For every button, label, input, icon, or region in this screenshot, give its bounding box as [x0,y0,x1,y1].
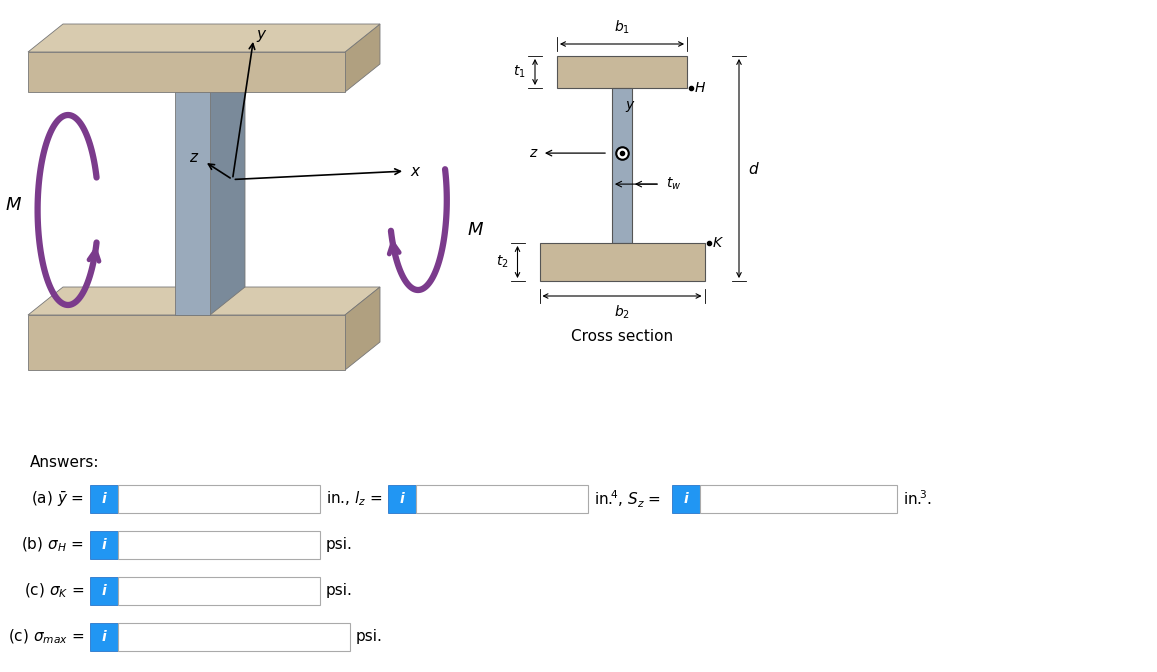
Polygon shape [28,287,379,315]
Text: Answers:: Answers: [30,455,100,470]
Polygon shape [345,287,379,370]
Polygon shape [175,92,211,315]
Text: Cross section: Cross section [570,329,673,344]
Bar [672,485,700,513]
Text: $t_2$: $t_2$ [496,254,508,270]
Polygon shape [28,315,345,370]
Bar [90,577,118,605]
Bar [388,485,417,513]
Text: $t_w$: $t_w$ [666,176,681,192]
Text: z: z [190,150,198,165]
Bar [118,623,351,651]
Text: x: x [410,163,419,179]
Text: (c) $\sigma_{max}$ =: (c) $\sigma_{max}$ = [8,628,84,646]
Text: psi.: psi. [326,583,353,599]
Text: (a) $\bar{y}$ =: (a) $\bar{y}$ = [31,489,84,509]
Text: in., $l_z$ =: in., $l_z$ = [326,490,383,508]
Text: psi.: psi. [356,630,383,644]
Text: M: M [467,221,484,239]
Bar [612,88,632,243]
Text: in.$\!^3$.: in.$\!^3$. [902,490,931,508]
Text: z: z [529,146,536,160]
Polygon shape [345,24,379,92]
Text: i: i [102,492,106,506]
Polygon shape [175,64,245,92]
Text: in.$\!^4$, $S_z$ =: in.$\!^4$, $S_z$ = [594,489,661,509]
Text: M: M [6,196,21,214]
Text: i: i [102,584,106,598]
Bar [417,485,588,513]
Text: y: y [625,98,633,112]
Text: $b_2$: $b_2$ [614,304,631,321]
Bar [90,623,118,651]
Bar [118,485,320,513]
Polygon shape [28,24,379,52]
Bar [539,243,705,281]
Text: $b_1$: $b_1$ [614,19,631,36]
Text: H: H [695,81,706,95]
Text: $d$: $d$ [747,161,760,177]
Text: i: i [102,538,106,552]
Bar [557,56,687,88]
Bar [118,577,320,605]
Text: $t_1$: $t_1$ [514,64,526,80]
Bar [90,531,118,559]
Bar [90,485,118,513]
Text: psi.: psi. [326,538,353,552]
Polygon shape [211,64,245,315]
Polygon shape [28,52,345,92]
Text: i: i [102,630,106,644]
Text: y: y [257,26,265,42]
Text: K: K [713,236,722,250]
Text: i: i [399,492,405,506]
Text: i: i [684,492,688,506]
Text: (b) $\sigma_H$ =: (b) $\sigma_H$ = [22,536,84,554]
Bar [118,531,320,559]
Text: (c) $\sigma_K$ =: (c) $\sigma_K$ = [24,582,84,600]
Bar [700,485,897,513]
